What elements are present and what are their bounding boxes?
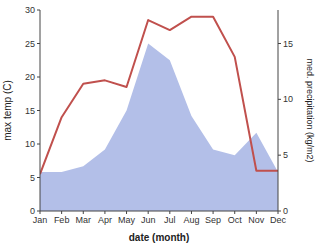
x-tick	[191, 211, 192, 214]
x-tick-label: Jul	[164, 215, 176, 225]
y-tick	[37, 110, 40, 111]
x-tick-label: Mar	[76, 215, 92, 225]
y2-tick-label: 5	[283, 150, 288, 160]
y-axis-label: max temp (C)	[2, 80, 13, 141]
x-tick-label: Nov	[248, 215, 265, 225]
y2-axis	[278, 10, 279, 211]
y-tick-label: 10	[25, 139, 35, 149]
y2-tick-label: 0	[283, 206, 288, 216]
x-tick	[213, 211, 214, 214]
x-tick-label: Aug	[183, 215, 199, 225]
x-tick-label: Oct	[228, 215, 243, 225]
y-tick-label: 25	[25, 39, 35, 49]
x-tick	[234, 211, 235, 214]
x-tick	[169, 211, 170, 214]
x-tick-label: Sep	[205, 215, 221, 225]
x-axis	[40, 211, 278, 212]
y-tick-label: 30	[25, 5, 35, 15]
x-tick-label: Jun	[141, 215, 156, 225]
y-tick	[37, 43, 40, 44]
x-tick	[148, 211, 149, 214]
y2-tick	[278, 155, 281, 156]
x-axis-label: date (month)	[129, 232, 190, 243]
y-tick-label: 15	[25, 106, 35, 116]
y2-axis-label: med. precipitation (kg/m2)	[305, 58, 315, 162]
x-tick-label: Feb	[54, 215, 70, 225]
y-tick-label: 20	[25, 72, 35, 82]
y-tick	[37, 144, 40, 145]
chart: JanFebMarAprMayJunJulAugSepOctNovDec0510…	[0, 0, 318, 247]
plot-area	[40, 17, 278, 211]
x-tick	[256, 211, 257, 214]
y-tick	[37, 10, 40, 11]
x-tick-label: Dec	[270, 215, 287, 225]
line	[40, 17, 278, 174]
y2-tick	[278, 99, 281, 100]
x-tick-label: Jan	[33, 215, 48, 225]
y2-tick-label: 10	[283, 94, 293, 104]
x-tick-label: Apr	[98, 215, 112, 225]
x-tick	[61, 211, 62, 214]
y2-tick	[278, 211, 281, 212]
x-tick	[83, 211, 84, 214]
y2-tick-label: 15	[283, 39, 293, 49]
y-tick	[37, 211, 40, 212]
area	[40, 44, 278, 212]
y-tick-label: 5	[30, 173, 35, 183]
y-tick-label: 0	[30, 206, 35, 216]
y2-tick	[278, 43, 281, 44]
x-tick-label: May	[118, 215, 136, 225]
y-tick	[37, 177, 40, 178]
y-tick	[37, 77, 40, 78]
x-tick	[104, 211, 105, 214]
x-tick	[126, 211, 127, 214]
